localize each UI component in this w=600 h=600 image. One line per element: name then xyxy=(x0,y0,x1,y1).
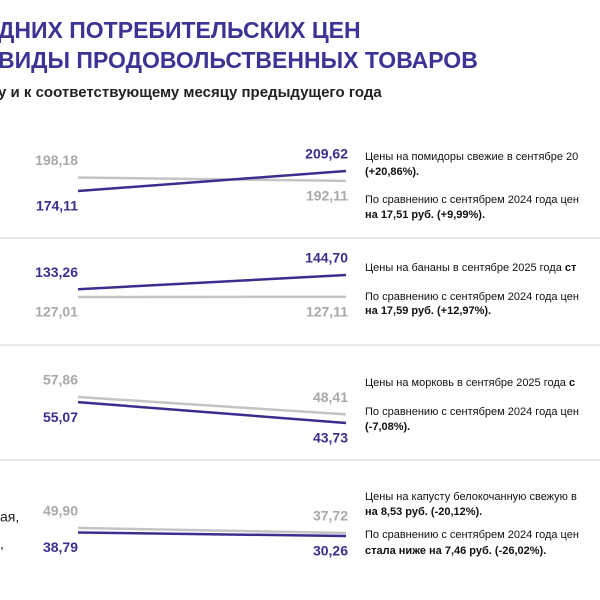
text-segment: Цены на бананы в сентябре 2025 года xyxy=(365,262,565,274)
text-segment: (-7,08%). xyxy=(365,421,410,433)
text-segment: Цены на капусту белокочанную свежую в xyxy=(365,491,577,503)
description-line: Цены на помидоры свежие в сентябре 20 xyxy=(365,151,578,163)
value-label: 48,41 xyxy=(313,389,348,405)
description-line: Цены на морковь в сентябре 2025 года с xyxy=(365,377,575,389)
text-segment: ст xyxy=(565,262,577,274)
text-segment: Цены на помидоры свежие в сентябре 20 xyxy=(365,151,578,163)
text-segment: на 17,51 руб. (+9,99%). xyxy=(365,209,485,221)
description-line: По сравнению с сентябрем 2024 года цен xyxy=(365,529,579,541)
text-segment: стала ниже на 7,46 руб. (-26,02%). xyxy=(365,545,546,557)
trend-line xyxy=(77,273,347,291)
text-segment: По сравнению с сентябрем 2024 года цен xyxy=(365,406,579,418)
text-segment: По сравнению с сентябрем 2024 года цен xyxy=(365,529,579,541)
text-segment: Цены на морковь в сентябре 2025 года xyxy=(365,377,569,389)
description-line: на 8,53 руб. (-20,12%). xyxy=(365,506,482,518)
value-label: 38,79 xyxy=(43,539,78,555)
text-fragment: ая, xyxy=(0,509,19,525)
subtitle: у и к соответствующему месяцу предыдущег… xyxy=(0,84,382,101)
value-label: 198,18 xyxy=(35,152,78,168)
text-fragment: , xyxy=(0,536,4,552)
trend-line xyxy=(77,526,347,535)
value-label: 30,26 xyxy=(313,543,348,559)
value-label: 57,86 xyxy=(43,372,78,388)
trend-line xyxy=(77,169,347,193)
value-label: 55,07 xyxy=(43,409,78,425)
trend-line xyxy=(77,395,347,416)
value-label: 43,73 xyxy=(313,430,348,446)
description-line: По сравнению с сентябрем 2024 года цен xyxy=(365,291,579,303)
text-segment: (+20,86%). xyxy=(365,166,419,178)
text-segment: По сравнению с сентябрем 2024 года цен xyxy=(365,291,579,303)
text-segment: с xyxy=(569,377,575,389)
description-line: (-7,08%). xyxy=(365,421,410,433)
trend-line xyxy=(77,400,347,425)
value-label: 127,01 xyxy=(35,304,78,320)
value-label: 37,72 xyxy=(313,508,348,524)
description-line: на 17,51 руб. (+9,99%). xyxy=(365,209,485,221)
value-label: 144,70 xyxy=(305,250,348,266)
value-label: 133,26 xyxy=(35,264,78,280)
trend-line xyxy=(77,176,347,183)
title-line: ВИДЫ ПРОДОВОЛЬСТВЕННЫХ ТОВАРОВ xyxy=(0,47,478,73)
trend-line xyxy=(77,531,347,538)
value-label: 127,11 xyxy=(306,304,348,320)
value-label: 174,11 xyxy=(36,198,78,214)
description-line: По сравнению с сентябрем 2024 года цен xyxy=(365,194,579,206)
value-label: 209,62 xyxy=(305,146,348,162)
text-segment: на 17,59 руб. (+12,97%). xyxy=(365,305,491,317)
text-segment: на 8,53 руб. (-20,12%). xyxy=(365,506,482,518)
title-line: ДНИХ ПОТРЕБИТЕЛЬСКИХ ЦЕН xyxy=(0,17,361,43)
description-line: стала ниже на 7,46 руб. (-26,02%). xyxy=(365,545,546,557)
description-line: (+20,86%). xyxy=(365,166,419,178)
text-segment: По сравнению с сентябрем 2024 года цен xyxy=(365,194,579,206)
value-label: 192,11 xyxy=(306,188,348,204)
description-line: Цены на бананы в сентябре 2025 года ст xyxy=(365,262,577,274)
value-label: 49,90 xyxy=(43,503,78,519)
description-line: По сравнению с сентябрем 2024 года цен xyxy=(365,406,579,418)
description-line: на 17,59 руб. (+12,97%). xyxy=(365,305,491,317)
description-line: Цены на капусту белокочанную свежую в xyxy=(365,491,577,503)
